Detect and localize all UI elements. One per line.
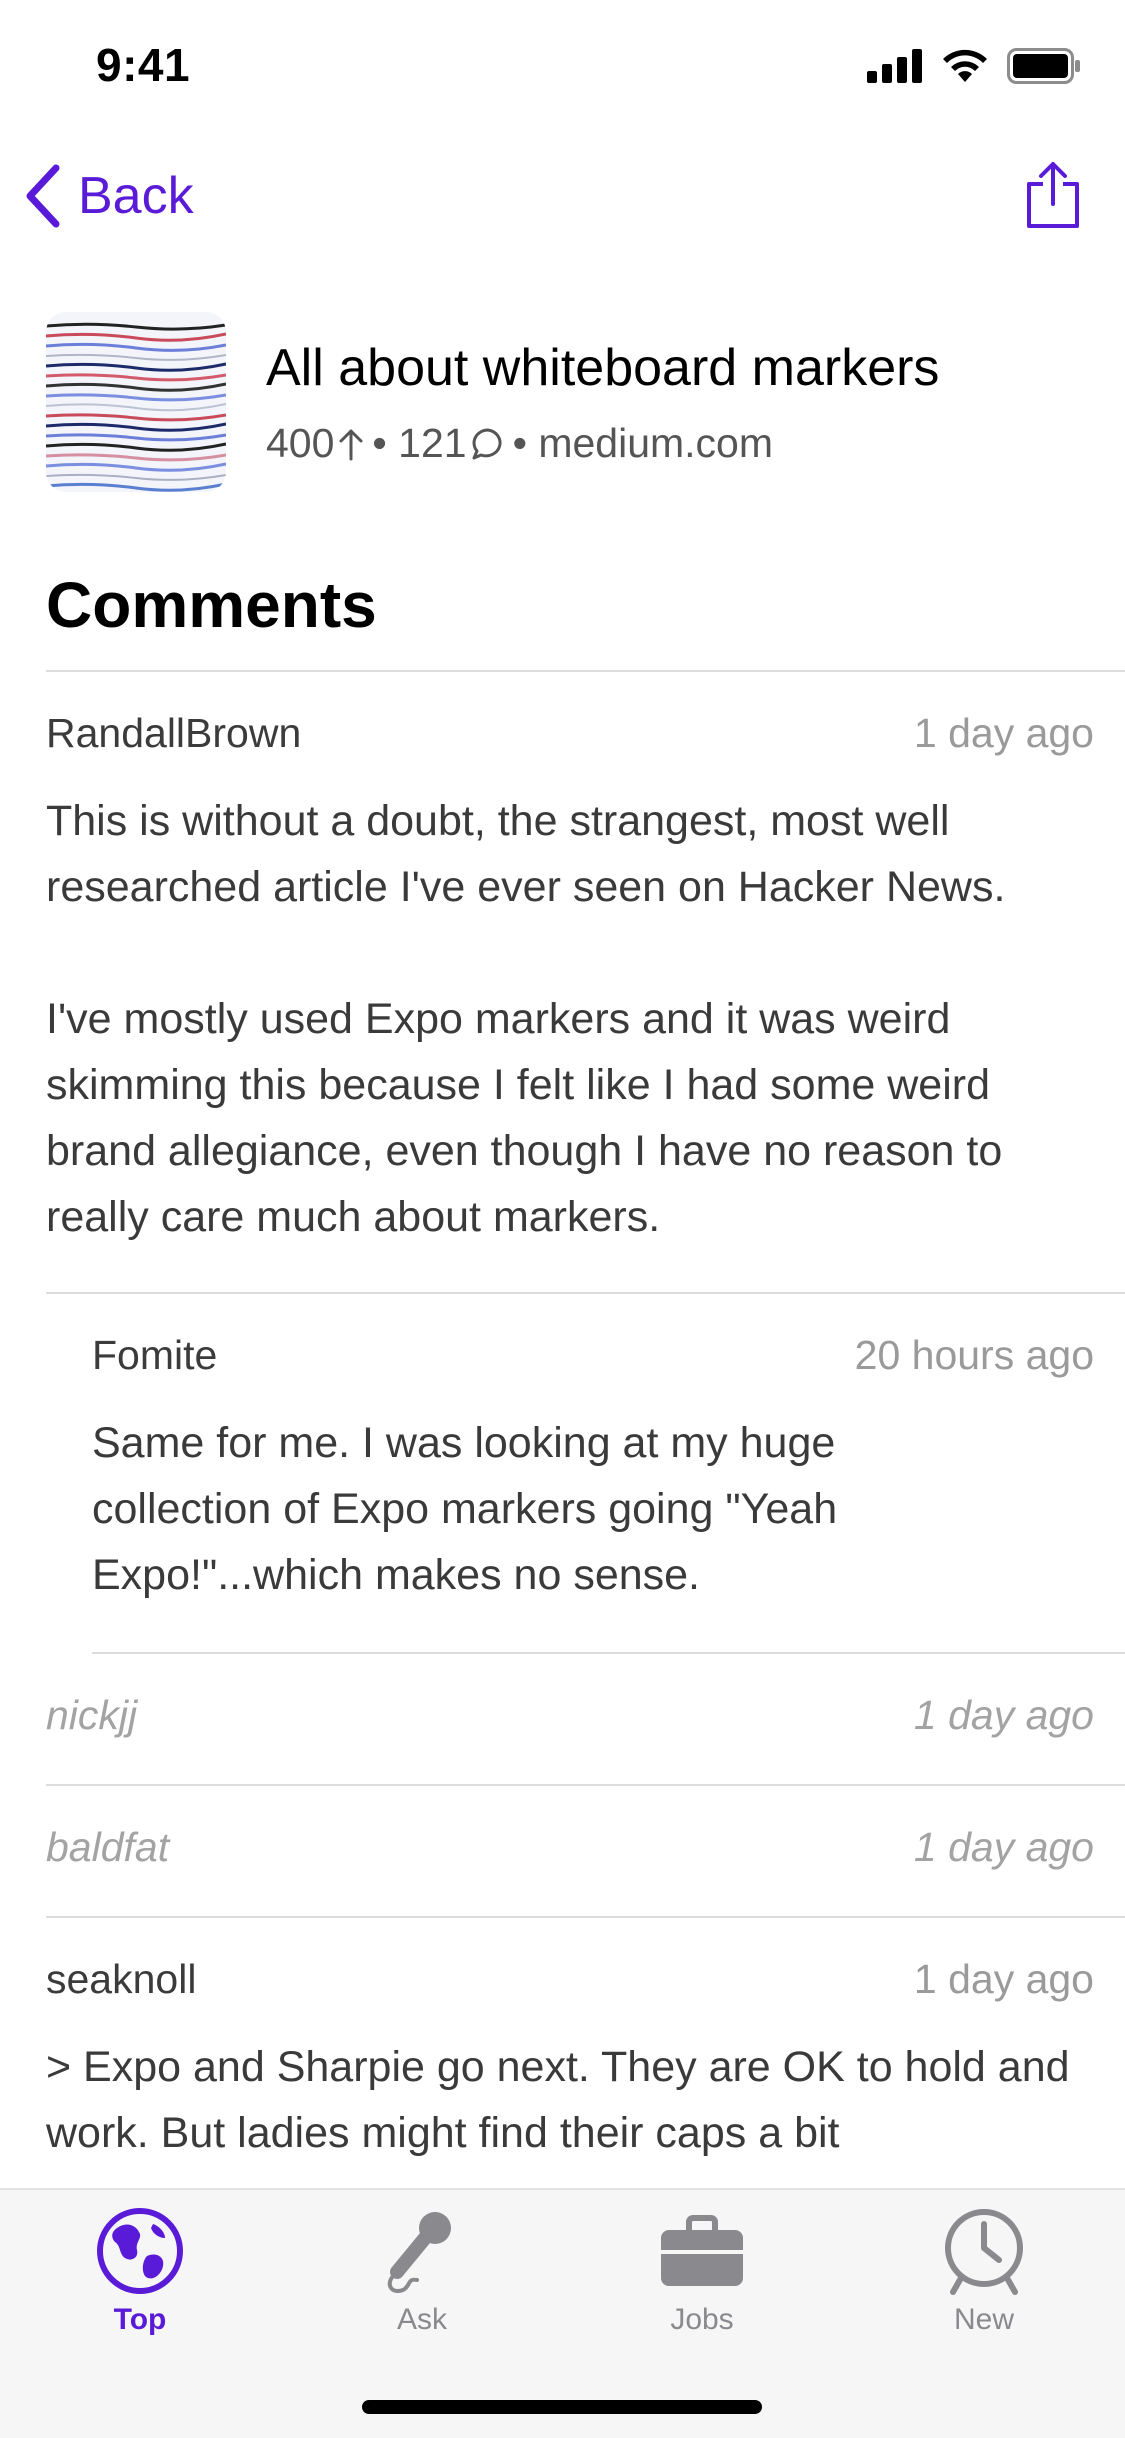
comment-author: baldfat — [46, 1824, 170, 1870]
comment-time: 20 hours ago — [854, 1332, 1094, 1378]
comment-time: 1 day ago — [913, 1692, 1094, 1738]
comments-heading: Comments — [46, 569, 377, 641]
comment-author[interactable]: Fomite — [92, 1332, 218, 1378]
back-label: Back — [78, 167, 194, 225]
share-button[interactable] — [1025, 160, 1081, 235]
points-count: 400 — [266, 420, 335, 466]
story-title: All about whiteboard markers — [266, 339, 940, 397]
divider — [92, 1652, 1125, 1654]
comment-header: seaknoll 1 day ago — [46, 1956, 1094, 2003]
home-indicator — [362, 2400, 762, 2414]
story-meta: 400 • 121 • medium.com — [266, 420, 773, 467]
tab-top[interactable]: Top — [40, 2206, 240, 2337]
tab-ask[interactable]: Ask — [322, 2206, 522, 2337]
status-icons — [867, 48, 1081, 84]
navigation-bar: Back — [0, 150, 1125, 250]
comment-body: Same for me. I was looking at my huge co… — [92, 1410, 962, 1608]
tab-label: Top — [113, 2303, 167, 2336]
tab-label: Ask — [396, 2303, 447, 2336]
comment-paragraph: I've mostly used Expo markers and it was… — [46, 995, 1003, 1241]
share-icon — [1027, 162, 1079, 228]
comment-body: > Expo and Sharpie go next. They are OK … — [46, 2034, 1094, 2166]
comment-header: RandallBrown 1 day ago — [46, 710, 1094, 757]
comment-time: 1 day ago — [913, 1956, 1094, 2002]
arrow-up-icon — [339, 429, 363, 460]
comment-body: This is without a doubt, the strangest, … — [46, 788, 1094, 1250]
collapsed-comment[interactable]: baldfat 1 day ago — [46, 1824, 1094, 1871]
wifi-icon — [943, 49, 987, 82]
comment-paragraph: This is without a doubt, the strangest, … — [46, 797, 1006, 911]
tab-jobs[interactable]: Jobs — [602, 2206, 802, 2337]
globe-icon — [97, 2208, 183, 2294]
story-header[interactable]: All about whiteboard markers 400 • 121 •… — [46, 312, 1086, 492]
comment-paragraph: > Expo and Sharpie go next. They are OK … — [46, 2043, 1070, 2157]
status-time: 9:41 — [96, 39, 191, 91]
battery-icon — [1007, 48, 1080, 84]
tab-new[interactable]: New — [884, 2206, 1084, 2337]
comment-author: nickjj — [46, 1692, 138, 1738]
divider — [46, 1916, 1125, 1918]
divider — [46, 1292, 1125, 1294]
comment-header: Fomite 20 hours ago — [92, 1332, 1094, 1379]
comment-time: 1 day ago — [913, 1824, 1094, 1870]
divider — [46, 1784, 1125, 1786]
back-button[interactable]: Back — [24, 164, 194, 228]
cellular-signal-icon — [867, 49, 922, 83]
tab-label: Jobs — [670, 2303, 734, 2336]
tab-label: New — [953, 2303, 1014, 2336]
briefcase-icon — [661, 2215, 743, 2286]
tab-bar: Top Ask Jobs New — [0, 2188, 1125, 2438]
separator-dot: • — [372, 420, 399, 466]
comment-time: 1 day ago — [913, 710, 1094, 756]
story-domain: medium.com — [538, 420, 774, 466]
status-bar: 9:41 — [0, 0, 1125, 132]
divider — [46, 670, 1125, 672]
collapsed-comment[interactable]: nickjj 1 day ago — [46, 1692, 1094, 1739]
comment-author[interactable]: seaknoll — [46, 1956, 197, 2002]
separator-dot: • — [512, 420, 539, 466]
chevron-left-icon — [26, 164, 60, 228]
clock-icon — [945, 2209, 1023, 2295]
comment-paragraph: Same for me. I was looking at my huge co… — [92, 1419, 838, 1599]
comment-author[interactable]: RandallBrown — [46, 710, 302, 756]
microphone-icon — [387, 2212, 451, 2293]
speech-bubble-icon — [472, 428, 502, 459]
comments-count: 121 — [398, 420, 467, 466]
story-thumbnail — [46, 312, 226, 492]
